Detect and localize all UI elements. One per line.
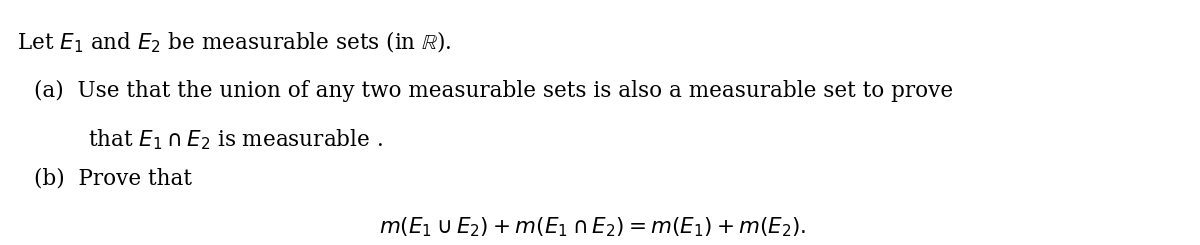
Text: $m(E_1 \cup E_2) + m(E_1 \cap E_2) = m(E_1) + m(E_2).$: $m(E_1 \cup E_2) + m(E_1 \cap E_2) = m(E… <box>379 215 806 239</box>
Text: (a)  Use that the union of any two measurable sets is also a measurable set to p: (a) Use that the union of any two measur… <box>35 80 954 102</box>
Text: that $E_1 \cap E_2$ is measurable .: that $E_1 \cap E_2$ is measurable . <box>88 127 383 152</box>
Text: (b)  Prove that: (b) Prove that <box>35 168 192 190</box>
Text: Let $E_1$ and $E_2$ be measurable sets (in $\mathbb{R}$).: Let $E_1$ and $E_2$ be measurable sets (… <box>17 30 451 55</box>
